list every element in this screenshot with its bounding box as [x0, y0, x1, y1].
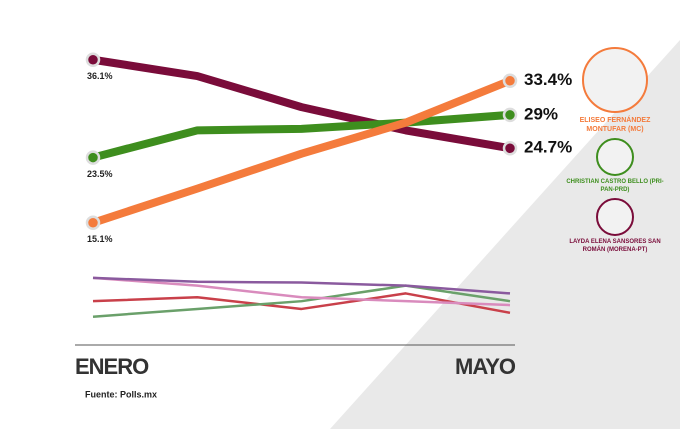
series-line: [91, 110, 511, 162]
point-marker: [85, 150, 101, 165]
series-line: [92, 276, 511, 307]
point-marker: [502, 107, 518, 123]
data-label: 29%: [524, 104, 558, 123]
data-label: 36.1%: [87, 71, 113, 81]
source: Fuente: Polls.mx: [85, 389, 157, 399]
legend-label: ELISEO FERNÁNDEZ MONTUFAR (MC): [579, 117, 651, 133]
legend-label: CHRISTIAN CASTRO BELLO (PRI-PAN-PRD): [566, 179, 664, 193]
data-label: 15.1%: [87, 234, 113, 244]
point-marker: [502, 73, 518, 88]
candidate-photo: [596, 138, 634, 176]
x-tick-label: ENERO: [75, 354, 149, 379]
x-tick-label: MAYO: [455, 354, 516, 379]
point-marker: [502, 141, 518, 156]
candidate-photo: [596, 198, 634, 236]
series-line: [92, 284, 511, 318]
background-wedge: [330, 40, 680, 429]
data-label: 24.7%: [524, 138, 572, 157]
legend-label: LAYDA ELENA SANSORES SAN ROMÁN (MORENA-P…: [569, 239, 661, 253]
series-line: [92, 55, 511, 153]
data-label: 33.4%: [524, 70, 572, 89]
point-marker: [85, 52, 101, 67]
series-line: [92, 276, 511, 295]
data-label: 23.5%: [87, 169, 113, 179]
point-marker: [85, 215, 101, 231]
series-line: [91, 76, 512, 227]
candidate-photo: [582, 47, 648, 113]
series-line: [92, 292, 511, 315]
